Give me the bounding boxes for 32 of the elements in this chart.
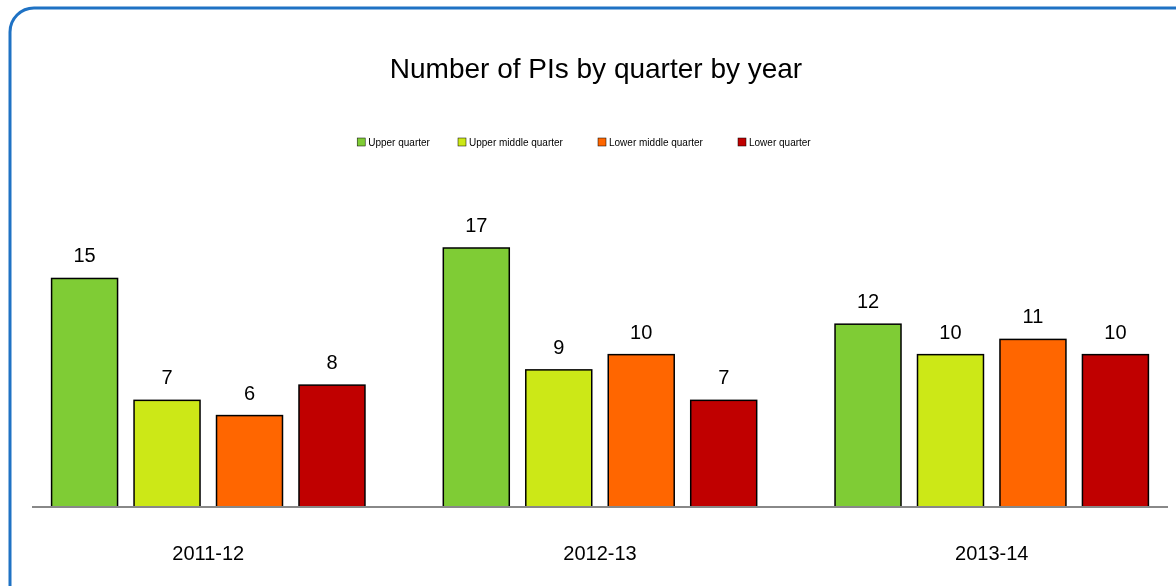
bar [834,323,902,508]
bar [1081,353,1150,508]
data-label: 7 [161,366,173,389]
x-tick-label: 2011-12 [172,542,245,564]
bar [607,353,675,508]
data-label: 17 [465,214,488,236]
bar [916,353,985,508]
bar [442,247,511,508]
bar [999,338,1067,508]
data-label: 7 [718,366,730,389]
bar [298,384,366,508]
data-label: 15 [73,244,96,267]
x-tick-label: 2013-14 [955,542,1029,564]
data-label: 11 [1022,305,1044,328]
data-label: 10 [939,320,962,343]
legend-label: Lower middle quarter [609,137,704,148]
bar [525,369,593,508]
legend-label: Upper middle quarter [469,137,564,148]
data-label: 8 [326,351,338,374]
legend-label: Lower quarter [749,137,812,148]
bar [133,399,201,508]
data-label: 6 [243,381,256,404]
data-label: 10 [1104,320,1127,343]
data-label: 10 [630,320,653,343]
x-tick-label: 2012-13 [563,542,637,564]
bar [689,399,758,508]
bar [215,414,284,508]
chart-title: Number of PIs by quarter by year [389,53,803,84]
data-label: 9 [553,335,565,358]
data-label: 12 [856,290,880,313]
bar [50,277,119,508]
legend-label: Upper quarter [368,137,431,148]
